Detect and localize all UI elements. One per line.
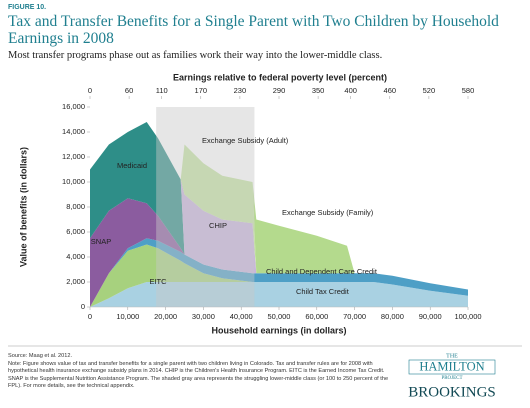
figure-label: FIGURE 10. [8,4,47,11]
footnote: Note: Figure shows value of tax and tran… [8,361,389,390]
y-tick-label: 12,000 [62,152,85,161]
y-tick-label: 10,000 [62,177,85,186]
shaded-band [156,107,255,307]
chart-subtitle: Most transfer programs phase out as fami… [8,50,383,61]
x2-tick-label: 580 [462,86,475,95]
y-tick-label: 4,000 [66,252,85,261]
x2-tick-label: 170 [195,86,208,95]
series-label: Child Tax Credit [296,287,350,296]
y-tick-label: 0 [81,302,85,311]
series-label: Child and Dependent Care Credit [266,267,378,276]
area [90,122,468,290]
area [90,122,468,290]
x-tick-label: 70,000 [343,312,366,321]
y-tick-label: 16,000 [62,102,85,111]
x-tick-label: 10,000 [116,312,139,321]
area [90,238,468,307]
area [90,122,468,290]
logo-the: THE [446,353,458,359]
logo-project: PROJECT [441,376,462,381]
x2-tick-label: 290 [273,86,286,95]
x-tick-label: 50,000 [268,312,291,321]
x2-tick-label: 60 [125,86,133,95]
x-tick-label: 60,000 [305,312,328,321]
y-axis-title: Value of benefits (in dollars) [18,147,28,267]
x-tick-label: 20,000 [154,312,177,321]
x-tick-label: 80,000 [381,312,404,321]
source-note: Source: Maag et al. 2012. [8,353,73,359]
chart-title: Tax and Transfer Benefits for a Single P… [8,13,499,47]
x-tick-label: 0 [88,312,92,321]
area [90,122,468,290]
x2-tick-label: 400 [344,86,357,95]
x2-tick-label: 520 [423,86,436,95]
logo: THE HAMILTON PROJECT BROOKINGS [408,353,496,400]
x2-axis-title: Earnings relative to federal poverty lev… [173,72,387,82]
area [90,198,468,307]
x-tick-label: 40,000 [230,312,253,321]
x-tick-label: 30,000 [192,312,215,321]
y-tick-label: 2,000 [66,277,85,286]
x2-tick-label: 110 [156,86,168,95]
x-tick-label: 90,000 [419,312,442,321]
x2-tick-label: 0 [88,86,92,95]
logo-hamilton: HAMILTON [419,359,484,373]
y-tick-label: 6,000 [66,227,85,236]
plot-area [90,122,468,307]
area [90,244,468,307]
x2-tick-label: 230 [234,86,247,95]
series-label: Medicaid [117,161,147,170]
logo-box [408,359,496,375]
area [90,282,468,307]
series-label: Exchange Subsidy (Adult) [202,136,289,145]
x2-tick-label: 350 [312,86,325,95]
series-label: SNAP [91,237,111,246]
logo-brookings: BROOKINGS [408,384,496,400]
x-tick-label: 100,000 [454,312,481,321]
x2-tick-label: 460 [384,86,397,95]
series-label: CHIP [209,221,227,230]
series-label: Exchange Subsidy (Family) [282,208,374,217]
y-tick-label: 14,000 [62,127,85,136]
series-label: EITC [149,277,167,286]
x-axis-title: Household earnings (in dollars) [211,325,346,335]
y-tick-label: 8,000 [66,202,85,211]
